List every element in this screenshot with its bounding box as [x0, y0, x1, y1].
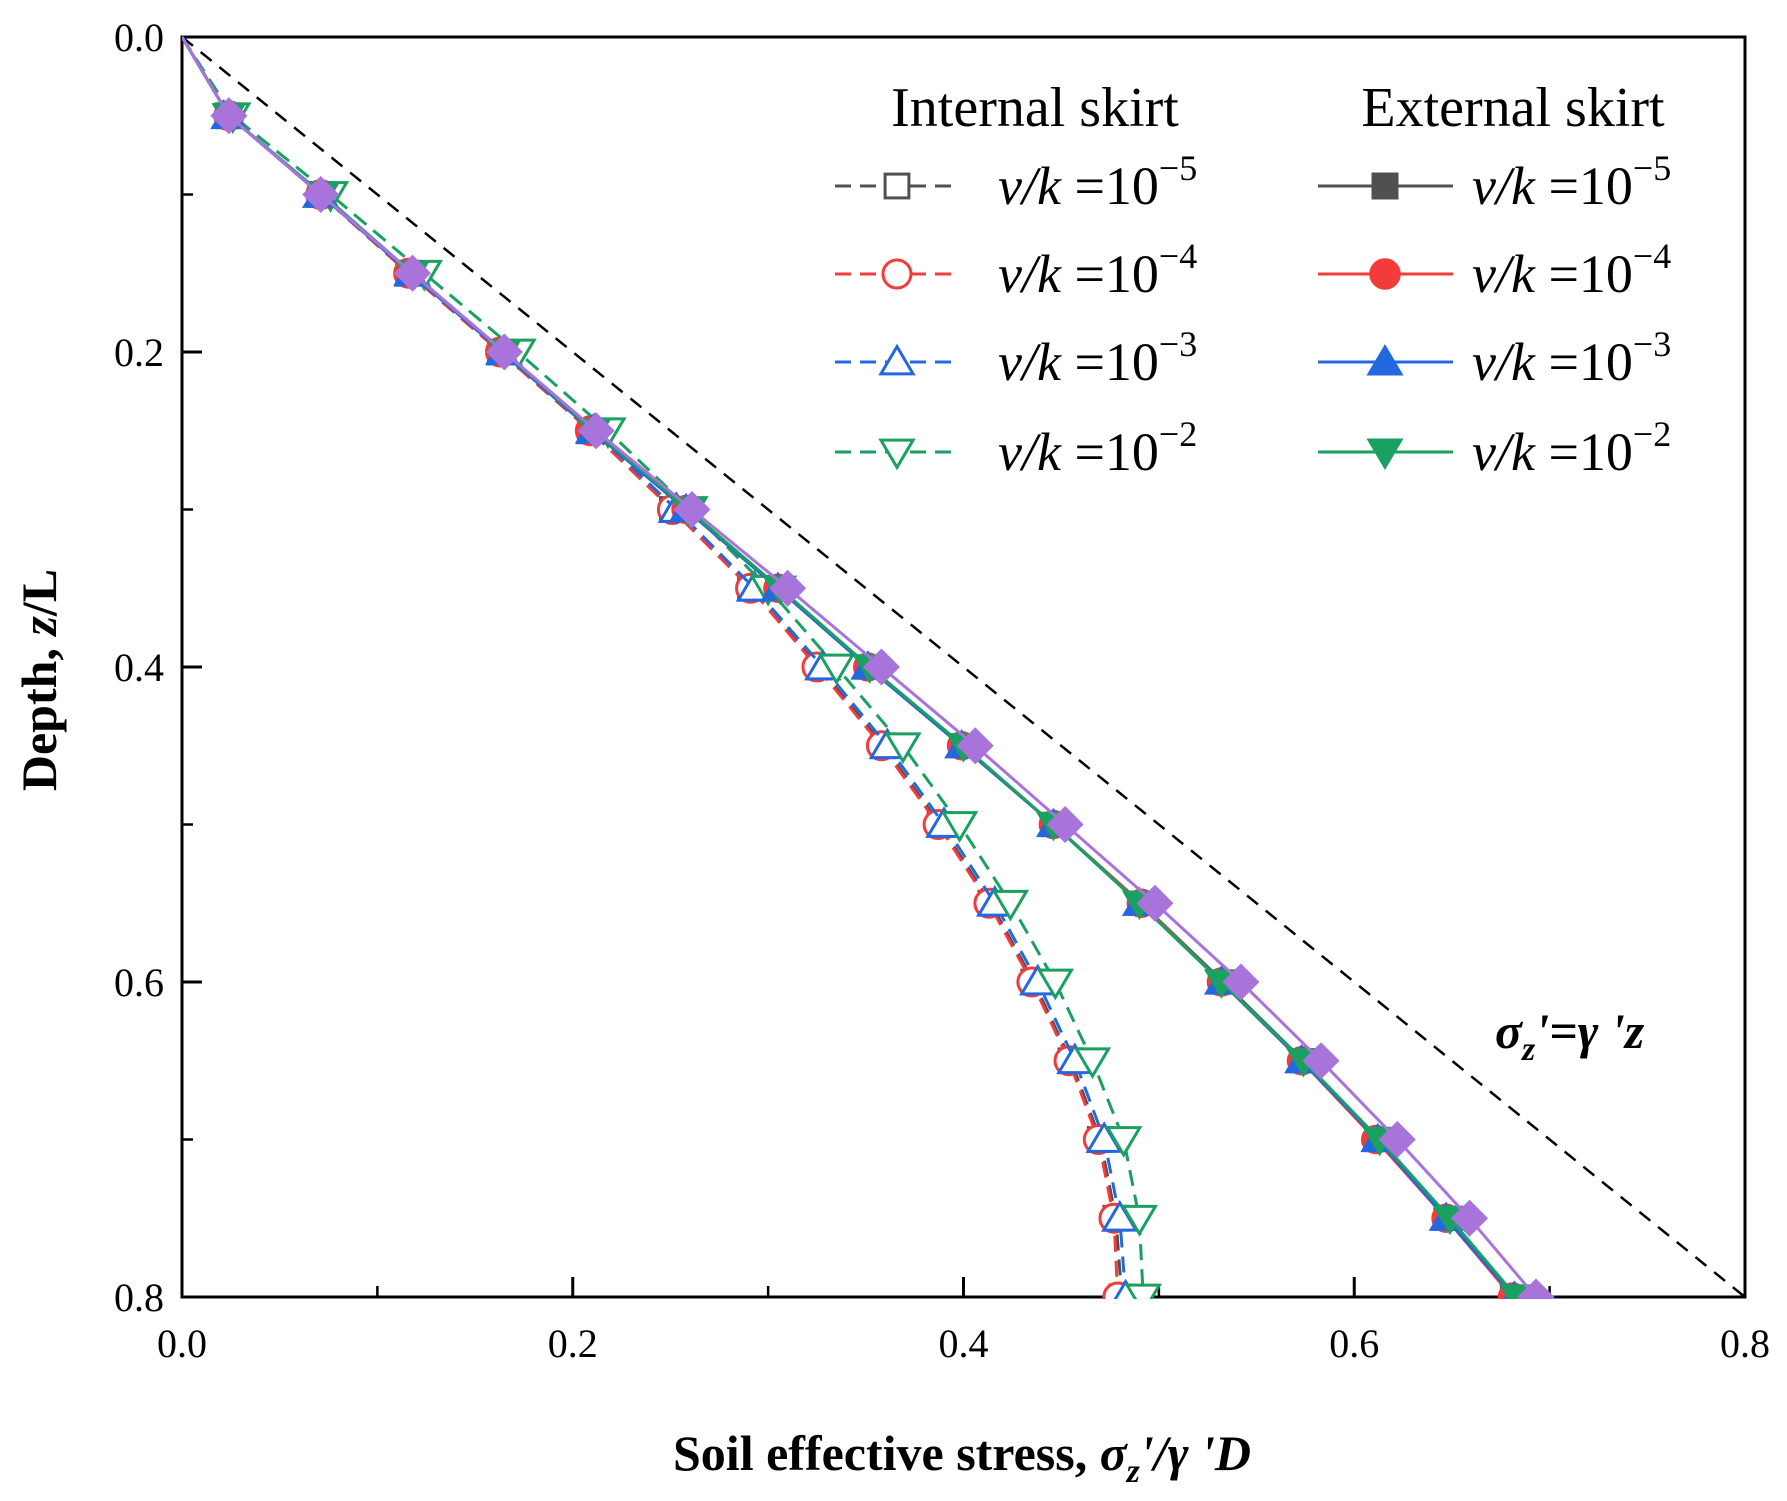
internal-series — [182, 36, 1139, 1299]
data-point — [1073, 1047, 1112, 1080]
y-tick-label: 0.4 — [114, 645, 164, 690]
data-point — [1046, 805, 1084, 844]
data-point — [817, 653, 856, 686]
data-point — [1036, 968, 1075, 1001]
data-point — [210, 97, 248, 135]
data-point — [940, 811, 979, 843]
y-axis-title: Depth, z/L — [11, 569, 67, 791]
data-point — [1120, 1204, 1159, 1237]
y-tick-label: 0.0 — [114, 15, 164, 60]
data-point — [485, 333, 523, 371]
data-point — [1450, 1199, 1489, 1237]
y-tick-label: 0.2 — [114, 330, 164, 375]
data-point — [878, 438, 916, 471]
legend-label: v/k =10−2 — [998, 414, 1197, 482]
reference-line — [181, 36, 1746, 1298]
data-point — [393, 254, 432, 292]
y-tick-label: 0.8 — [114, 1275, 164, 1320]
data-point — [991, 889, 1030, 922]
series-line — [182, 36, 1124, 1298]
data-point — [577, 412, 615, 450]
data-point — [1366, 344, 1404, 376]
data-point — [883, 172, 911, 200]
legend-external-title: External skirt — [1361, 77, 1665, 139]
external-series — [182, 36, 1555, 1299]
data-point — [1222, 963, 1260, 1001]
internal-series — [182, 36, 1134, 1299]
data-point — [884, 732, 922, 765]
external-series — [182, 36, 1526, 1299]
y-tick-label: 0.6 — [114, 960, 164, 1005]
x-tick-label: 0.6 — [1329, 1321, 1379, 1366]
x-tick-label: 0.8 — [1720, 1321, 1770, 1366]
x-tick-label: 0.4 — [939, 1321, 989, 1366]
reference-line-annotation: σz'=γ 'z — [1495, 1003, 1645, 1068]
series-line — [182, 36, 1145, 1298]
data-point — [862, 648, 901, 686]
legend: Internal skirt External skirt v/k =10−5 v/k… — [835, 77, 1671, 482]
legend-label: v/k =10−3 — [1472, 324, 1671, 392]
external-series — [182, 36, 1526, 1299]
legend-label: v/k =10−2 — [1472, 414, 1671, 482]
data-point — [956, 727, 994, 765]
legend-label: v/k =10−4 — [998, 236, 1197, 304]
x-tick-label: 0.2 — [548, 1321, 598, 1366]
axes-frame: 0.0 0.2 0.4 0.6 0.80.00.20.40.60.8 — [114, 15, 1770, 1366]
data-point — [1378, 1120, 1416, 1159]
legend-label: v/k =10−4 — [1472, 236, 1671, 304]
legend-label: v/k =10−5 — [998, 148, 1197, 216]
series-line — [182, 36, 1128, 1298]
x-axis-title: Soil effective stress, σz'/γ 'D — [673, 1425, 1251, 1490]
data-point — [1302, 1042, 1340, 1080]
data-point — [878, 343, 916, 376]
data-point — [1124, 1283, 1162, 1299]
data-point — [1369, 258, 1401, 290]
data-point — [302, 175, 340, 214]
x-tick-label: 0.0 — [157, 1321, 207, 1366]
data-point — [881, 258, 913, 290]
data-point — [1366, 438, 1404, 470]
data-point — [673, 490, 711, 529]
data-point — [1517, 1278, 1555, 1299]
data-point — [1136, 884, 1174, 922]
internal-series — [182, 36, 1162, 1299]
legend-internal-title: Internal skirt — [891, 77, 1179, 139]
series-line — [182, 36, 1518, 1298]
legend-label: v/k =10−3 — [998, 324, 1197, 392]
series-line — [182, 36, 1120, 1298]
legend-label: v/k =10−5 — [1472, 148, 1671, 216]
data-point — [769, 569, 807, 607]
data-point — [1104, 1126, 1143, 1158]
data-point — [1371, 172, 1399, 200]
series-line — [182, 36, 1516, 1298]
series-layer — [181, 36, 1746, 1299]
internal-series — [182, 36, 1136, 1299]
